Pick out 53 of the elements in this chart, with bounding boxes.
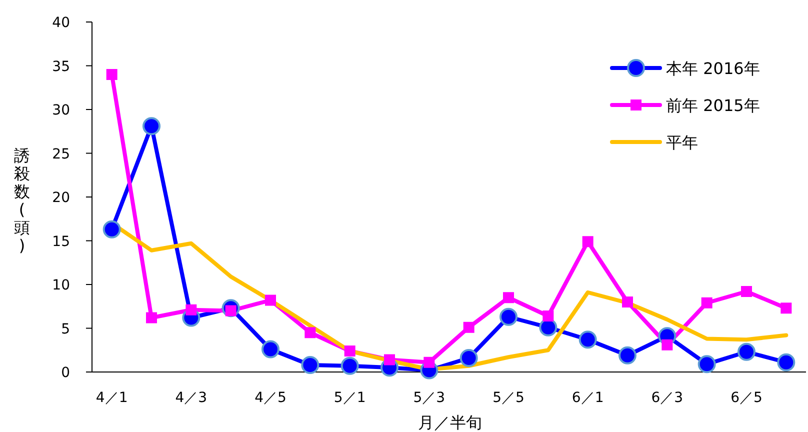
point — [142, 117, 160, 136]
point — [265, 294, 276, 306]
y-tick-label: 10 — [52, 278, 70, 294]
point — [102, 220, 121, 238]
point — [542, 310, 554, 322]
y-tick-label: 25 — [52, 146, 70, 162]
y-tick-label: 15 — [52, 234, 70, 250]
point — [344, 346, 356, 356]
point — [460, 349, 478, 367]
y-tick-label: 30 — [52, 102, 70, 118]
point — [146, 312, 157, 324]
point — [618, 346, 636, 364]
point — [582, 236, 594, 248]
point — [701, 297, 712, 308]
y-tick-label: 35 — [52, 58, 70, 75]
point — [738, 342, 756, 361]
point — [578, 330, 597, 349]
legend-label: 本年 2016年 — [666, 59, 760, 78]
point — [304, 327, 316, 338]
point — [503, 292, 514, 304]
point — [500, 308, 518, 326]
x-tick-label: 4／1 — [96, 390, 128, 406]
point — [622, 296, 633, 308]
legend-label: 平年 — [666, 133, 698, 152]
point — [780, 302, 792, 314]
x-tick-label: 6／3 — [651, 390, 684, 406]
point — [698, 355, 716, 374]
y-tick-label: 5 — [61, 321, 70, 338]
x-tick-label: 5／3 — [413, 390, 446, 406]
point — [340, 356, 359, 375]
y-tick-label: 20 — [52, 190, 70, 206]
point — [186, 304, 197, 316]
y-tick-label: 40 — [52, 15, 70, 31]
point — [384, 354, 395, 366]
x-tick-label: 4／5 — [254, 390, 286, 406]
x-tick-label: 4／3 — [175, 390, 208, 406]
point — [777, 353, 796, 372]
point — [106, 69, 118, 80]
x-tick-label: 6／5 — [730, 390, 762, 406]
legend-label: 前年 2015年 — [666, 96, 760, 115]
point — [539, 318, 558, 336]
point — [424, 356, 435, 368]
point — [741, 286, 752, 297]
x-tick-label: 5／5 — [492, 390, 524, 406]
y-tick-label: 0 — [61, 365, 70, 381]
point — [262, 340, 280, 358]
y-axis-title: 誘殺数(頭) — [14, 146, 30, 255]
x-tick-label: 6／1 — [572, 390, 604, 406]
x-tick-label: 5／1 — [334, 390, 366, 406]
point — [662, 339, 673, 350]
x-axis-title: 月／半旬 — [418, 413, 482, 432]
point — [301, 356, 320, 374]
point — [463, 322, 474, 333]
